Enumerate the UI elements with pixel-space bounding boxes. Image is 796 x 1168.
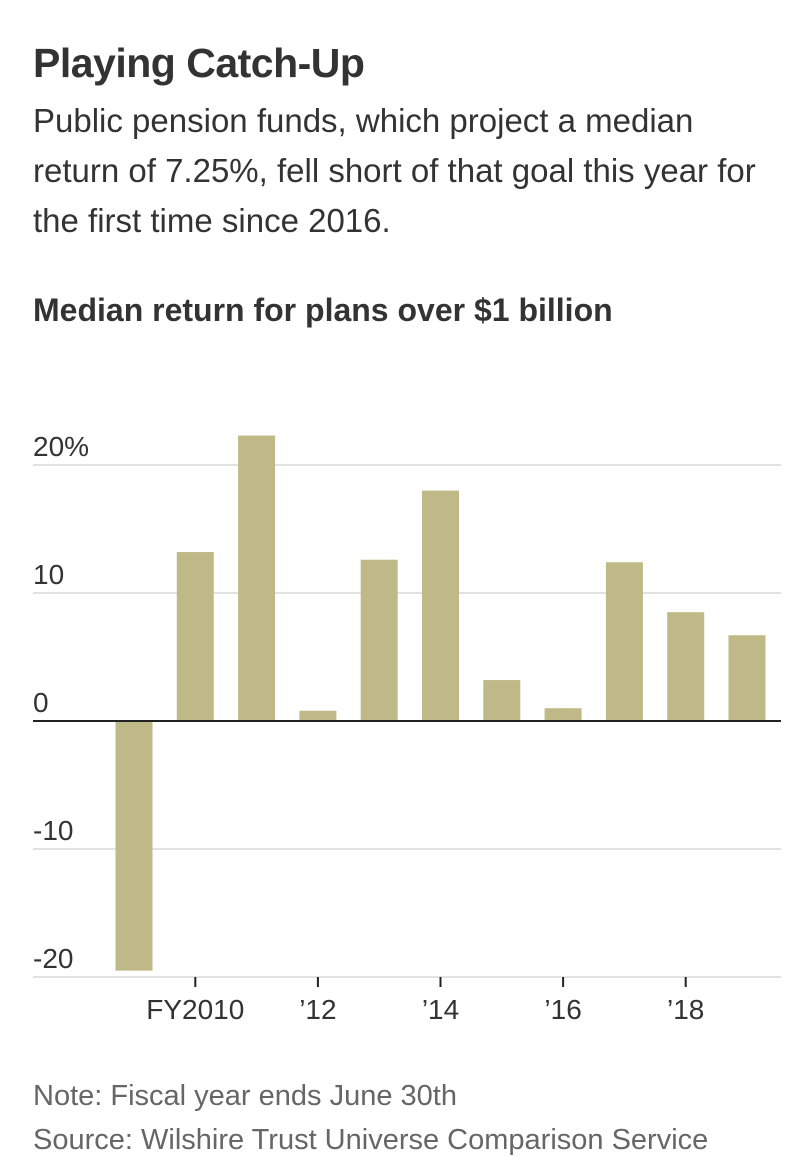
bar-2015 — [483, 680, 521, 721]
bar-2016 — [544, 708, 582, 721]
x-tick-labels: FY2010 ’12 ’14 ’16 ’18 — [146, 977, 704, 1025]
x-tick-label: ’12 — [299, 994, 336, 1025]
bar-2018 — [667, 612, 705, 721]
x-tick-label: ’16 — [544, 994, 581, 1025]
headline: Playing Catch-Up — [33, 40, 365, 86]
dek-text: Public pension funds, which project a me… — [33, 102, 756, 239]
bar-2009 — [115, 721, 153, 971]
bar-2019 — [728, 635, 766, 721]
bar-2013 — [360, 559, 398, 721]
source-text: Source: Wilshire Trust Universe Comparis… — [33, 1124, 709, 1156]
bar-chart: 20% 10 0 -10 -20 FY2010 ’12 ’14 ’16 ’18 — [33, 431, 781, 1025]
x-tick-label: ’18 — [667, 994, 704, 1025]
y-tick-label: -20 — [33, 943, 73, 974]
y-tick-label: 0 — [33, 687, 49, 718]
chart-title: Median return for plans over $1 billion — [33, 292, 613, 328]
x-tick-label: ’14 — [422, 994, 459, 1025]
bar-2012 — [299, 710, 337, 721]
y-tick-label: -10 — [33, 815, 73, 846]
bar-2010 — [176, 552, 214, 721]
y-tick-label: 10 — [33, 559, 64, 590]
gridlines — [33, 464, 781, 978]
bar-2014 — [422, 490, 459, 721]
bar-2011 — [238, 435, 276, 721]
bars — [115, 435, 766, 971]
y-tick-labels: 20% 10 0 -10 -20 — [33, 431, 89, 974]
y-tick-label: 20% — [33, 431, 89, 462]
note-text: Note: Fiscal year ends June 30th — [33, 1080, 457, 1112]
bar-2017 — [605, 562, 643, 721]
x-tick-label: FY2010 — [146, 994, 244, 1025]
